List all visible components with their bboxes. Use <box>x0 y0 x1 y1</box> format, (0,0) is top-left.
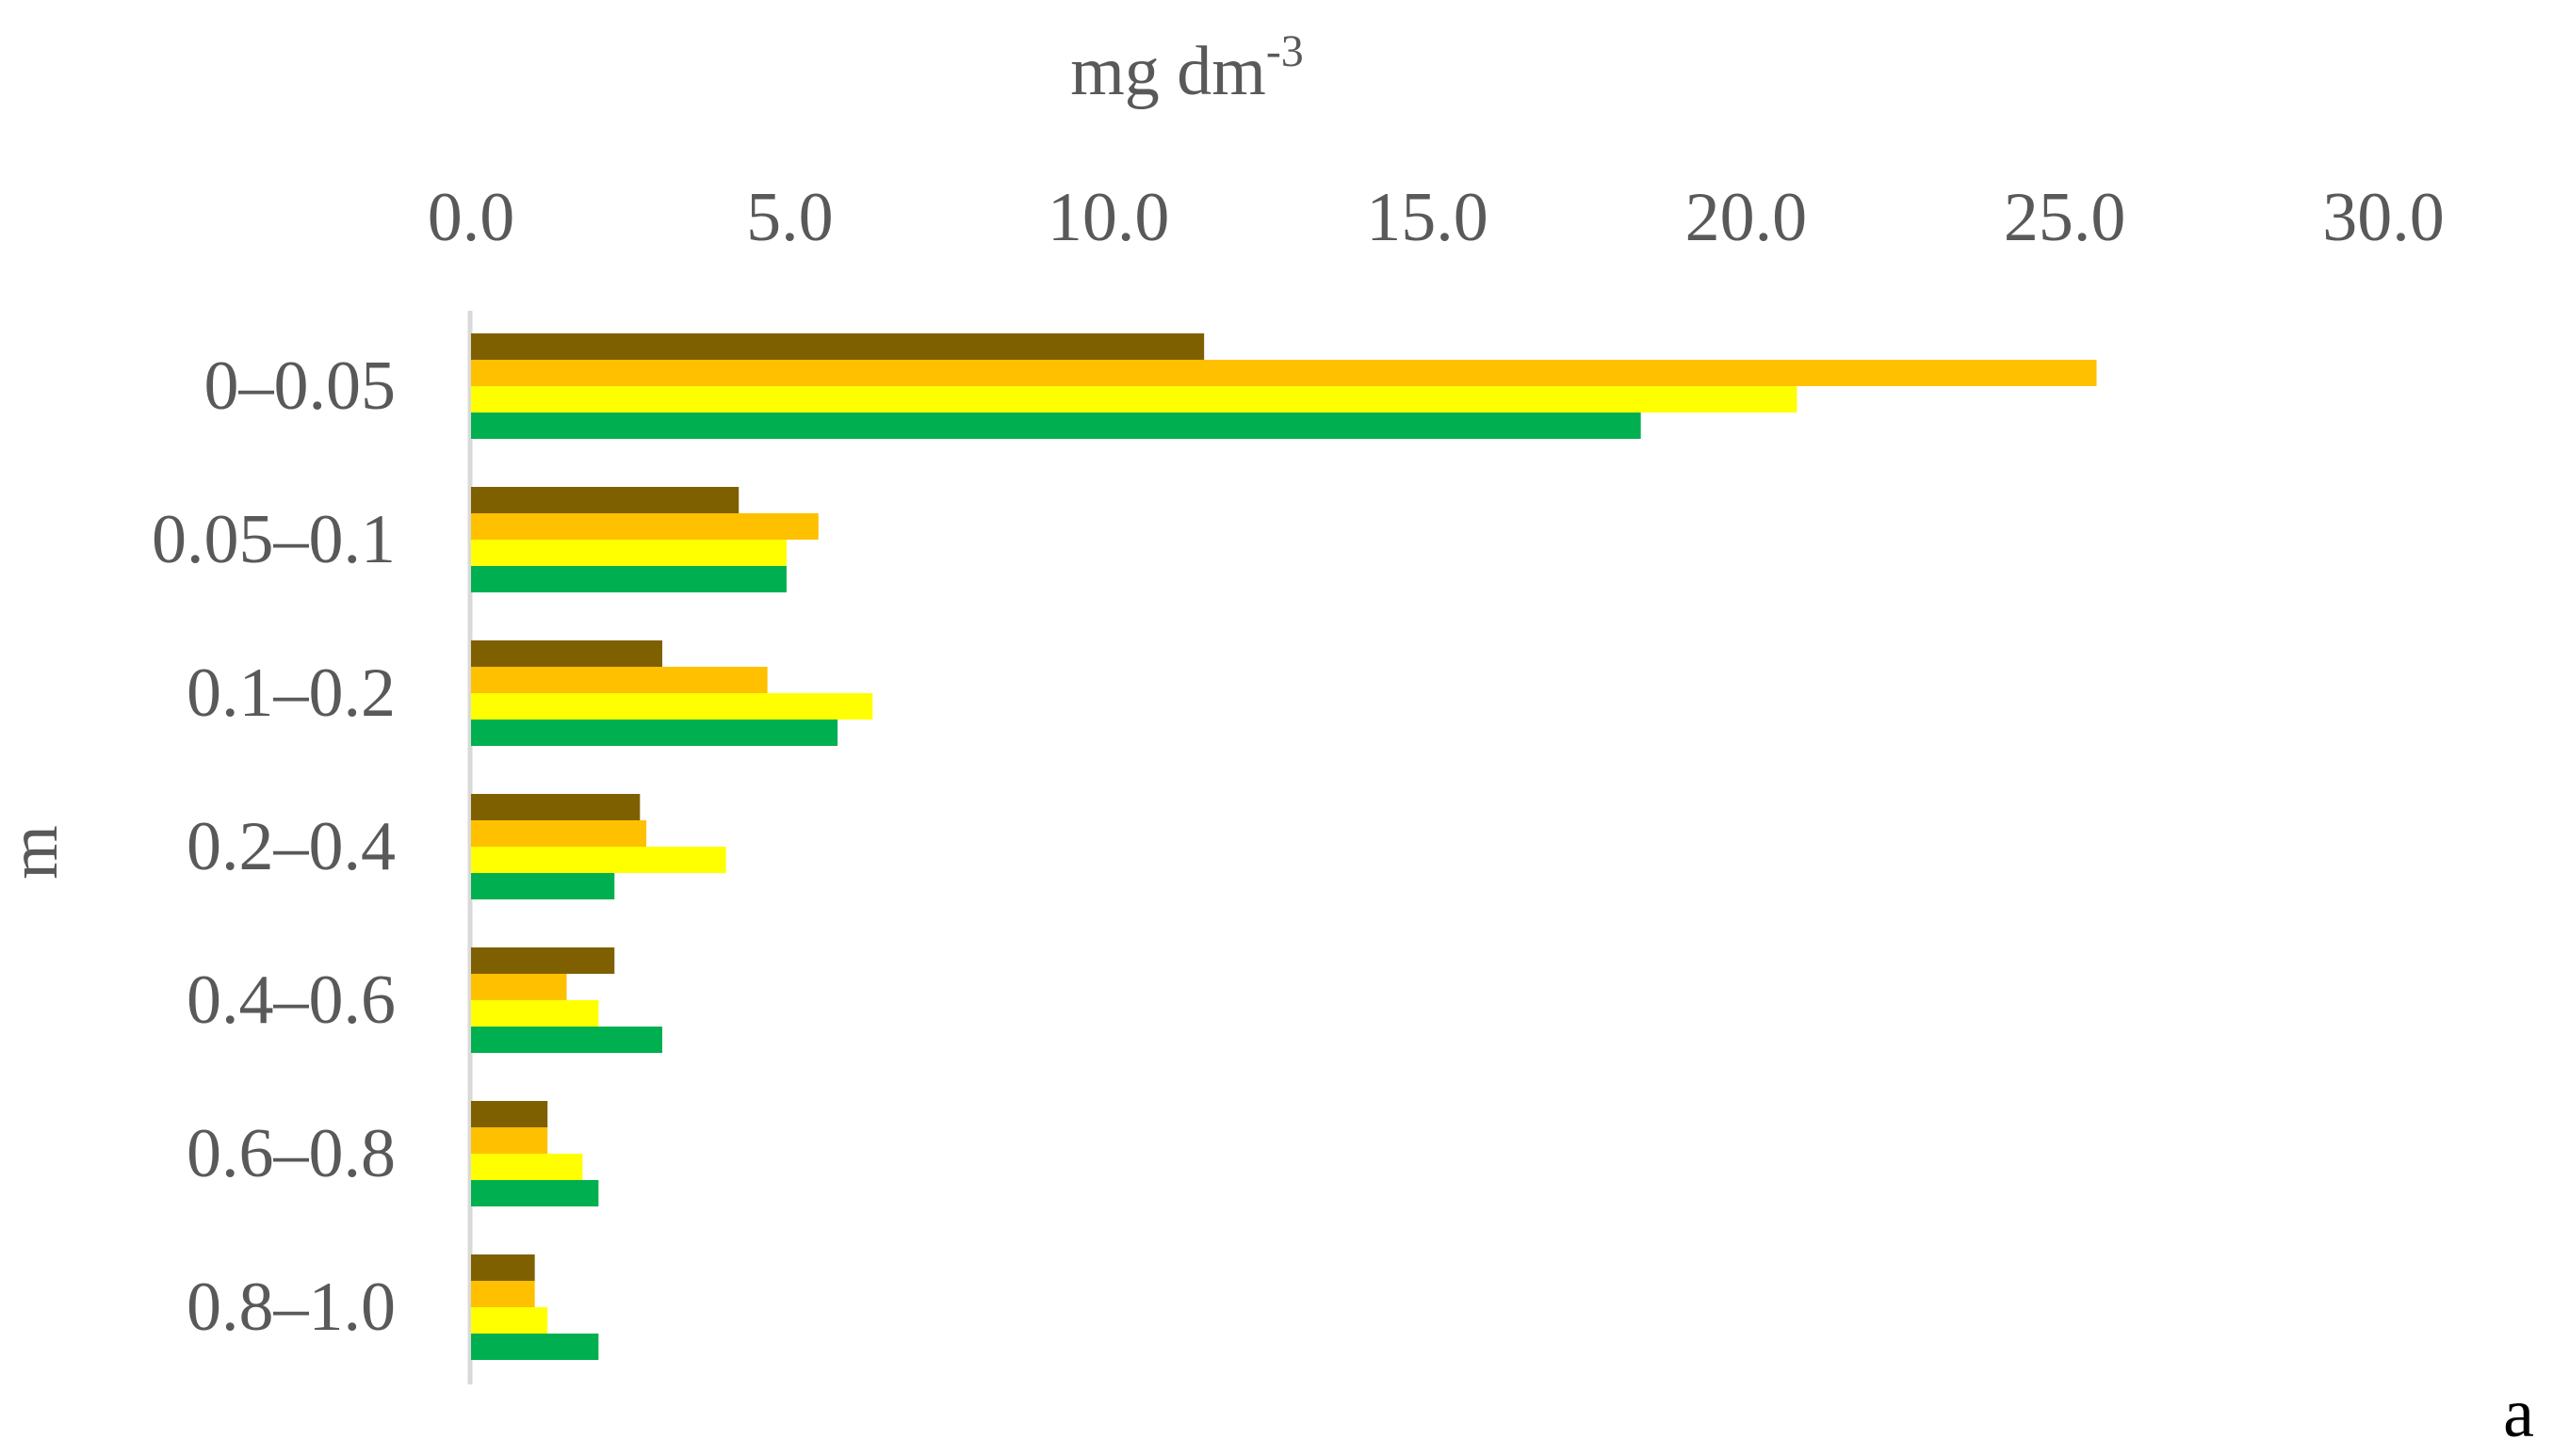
x-axis-title-main: mg dm <box>1070 33 1266 110</box>
bar <box>471 1154 583 1180</box>
x-axis-tick-labels: 0.0 5.0 10.0 15.0 20.0 25.0 30.0 <box>428 179 2445 256</box>
bar <box>471 386 1797 413</box>
bar <box>471 413 1641 439</box>
bar <box>471 847 726 873</box>
bar <box>471 873 615 899</box>
bar <box>471 1000 599 1027</box>
x-axis-title-superscript: -3 <box>1266 26 1304 76</box>
category-label: 0.05–0.1 <box>152 501 396 578</box>
bar <box>471 1180 599 1206</box>
bar <box>471 667 768 693</box>
bar <box>471 1307 548 1334</box>
category-label: 0.1–0.2 <box>187 655 396 732</box>
bar <box>471 794 641 820</box>
category-label: 0.2–0.4 <box>187 808 396 885</box>
category-labels: 0–0.05 0.05–0.1 0.1–0.2 0.2–0.4 0.4–0.6 0.6–0… <box>152 348 396 1346</box>
bar <box>471 1334 599 1360</box>
bar <box>471 1127 548 1154</box>
bar <box>471 540 787 566</box>
bar <box>471 1101 548 1127</box>
y-axis-title: m <box>0 825 73 880</box>
bar <box>471 1254 535 1281</box>
bar <box>471 1027 662 1053</box>
category-label: 0–0.05 <box>204 348 397 425</box>
category-label: 0.6–0.8 <box>187 1115 396 1192</box>
bar <box>471 820 647 847</box>
bar <box>471 640 662 667</box>
x-tick-label: 10.0 <box>1048 179 1170 256</box>
bar <box>471 720 838 746</box>
bar <box>471 333 1205 360</box>
bar <box>471 566 787 592</box>
x-tick-label: 20.0 <box>1685 179 1808 256</box>
x-tick-label: 30.0 <box>2322 179 2445 256</box>
category-label: 0.4–0.6 <box>187 962 396 1039</box>
bar <box>471 1281 535 1307</box>
x-tick-label: 5.0 <box>746 179 834 256</box>
x-tick-label: 0.0 <box>428 179 515 256</box>
bar <box>471 513 819 540</box>
bar <box>471 947 615 974</box>
bar <box>471 693 873 720</box>
bar <box>471 360 2097 386</box>
x-tick-label: 15.0 <box>1366 179 1488 256</box>
x-tick-label: 25.0 <box>2004 179 2126 256</box>
category-label: 0.8–1.0 <box>187 1269 396 1346</box>
corner-label: a <box>2503 1375 2534 1452</box>
x-axis-title: mg dm-3 <box>1070 26 1304 110</box>
bar <box>471 974 567 1000</box>
bar <box>471 487 740 513</box>
bars-group <box>471 333 2097 1360</box>
